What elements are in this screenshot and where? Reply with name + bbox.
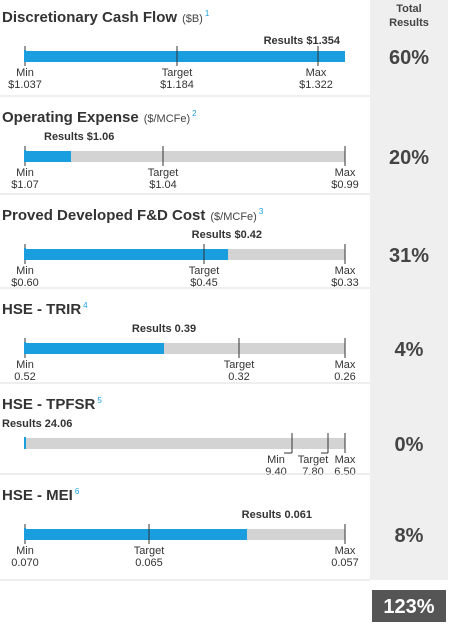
grand-total-box	[372, 590, 446, 622]
tick-label: Max	[335, 265, 356, 277]
metric-title: HSE - MEI 6	[2, 487, 80, 504]
grand-total: 123%	[383, 596, 434, 618]
metric-total: 31%	[389, 245, 429, 267]
total-heading: Total	[396, 3, 421, 15]
unit: ($B)	[182, 13, 203, 25]
footnote: 6	[75, 487, 80, 496]
metric-title: Proved Developed F&D Cost ($/MCFe) 3	[2, 207, 264, 224]
tick-value: $1.037	[8, 79, 42, 91]
bar-fill	[25, 151, 71, 162]
tick-label: Max	[335, 359, 356, 371]
title: Discretionary Cash Flow	[2, 9, 177, 26]
bar-fill	[25, 343, 164, 354]
bar-track	[25, 343, 345, 354]
total-column	[370, 0, 448, 580]
tick-value: 0.057	[331, 557, 359, 569]
result-label: Results $1.06	[44, 131, 114, 143]
tick-value: $1.04	[149, 179, 177, 191]
total-heading: Results	[389, 17, 429, 29]
footnote: 5	[97, 396, 102, 405]
tick-value: 0.52	[14, 371, 35, 383]
tick-value: 0.32	[228, 371, 249, 383]
tick-label: Max	[335, 545, 356, 557]
metric-title: Discretionary Cash Flow ($B) 1	[2, 9, 210, 26]
title: HSE - TPFSR	[2, 396, 96, 413]
tick-label: Target	[189, 265, 220, 277]
tick-label: Min	[16, 545, 34, 557]
title: Proved Developed F&D Cost	[2, 207, 205, 224]
unit: ($/MCFe)	[144, 113, 190, 125]
tick-label: Target	[134, 545, 165, 557]
tick-label: Target	[224, 359, 255, 371]
tick-label: Target	[148, 167, 179, 179]
bar-track	[25, 438, 345, 449]
metric-total: 0%	[395, 434, 424, 456]
result-label: Results 0.061	[242, 509, 312, 521]
metric-total: 20%	[389, 147, 429, 169]
result-label: Results $0.42	[192, 229, 262, 241]
tick-value: $0.99	[331, 179, 359, 191]
unit: ($/MCFe)	[210, 211, 256, 223]
tick-value: 0.26	[334, 371, 355, 383]
title: Operating Expense	[2, 109, 139, 126]
tick-label: Target	[298, 454, 329, 466]
result-label: Results 0.39	[132, 323, 196, 335]
tick-value: $0.60	[11, 277, 39, 289]
metric-total: 60%	[389, 47, 429, 69]
tick-label: Max	[335, 454, 356, 466]
tick-value: 0.065	[135, 557, 163, 569]
tick-label: Min	[267, 454, 285, 466]
bar-fill	[25, 529, 247, 540]
metric-title: HSE - TRIR 4	[2, 301, 88, 318]
tick-label: Min	[16, 67, 34, 79]
tick-value: $0.45	[190, 277, 218, 289]
bar-fill	[25, 249, 228, 260]
footnote: 3	[259, 207, 264, 216]
title: HSE - TRIR	[2, 301, 81, 318]
tick-label: Max	[306, 67, 327, 79]
tick-label: Min	[16, 265, 34, 277]
tick-value: 0.070	[11, 557, 39, 569]
tick-value: $0.33	[331, 277, 359, 289]
result-label: Results 24.06	[2, 418, 72, 430]
metric-total: 8%	[395, 525, 424, 547]
bar-track	[25, 151, 345, 162]
tick-label: Min	[16, 167, 34, 179]
metric-title: HSE - TPFSR 5	[2, 396, 102, 413]
tick-label: Max	[335, 167, 356, 179]
result-label: Results $1.354	[264, 35, 341, 47]
tick-label: Min	[16, 359, 34, 371]
tick-value: 9.40	[265, 466, 286, 478]
footnote: 2	[192, 109, 197, 118]
metric-title: Operating Expense ($/MCFe) 2	[2, 109, 197, 126]
bar-fill	[25, 51, 345, 62]
tick-label: Target	[162, 67, 193, 79]
tick-value: 7.80	[302, 466, 323, 478]
footnote: 1	[205, 9, 210, 18]
metric-total: 4%	[395, 339, 424, 361]
tick-value: $1.184	[160, 79, 194, 91]
tick-value: 6.50	[334, 466, 355, 478]
tick-value: $1.07	[11, 179, 39, 191]
title: HSE - MEI	[2, 487, 73, 504]
tick-value: $1.322	[299, 79, 333, 91]
footnote: 4	[83, 301, 88, 310]
